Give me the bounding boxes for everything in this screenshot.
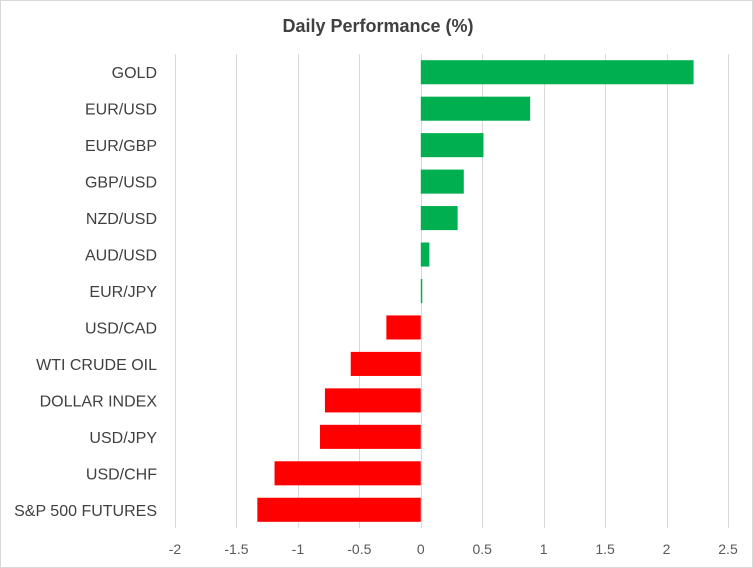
chart-title: Daily Performance (%) — [282, 16, 473, 36]
x-tick-label: 1.5 — [595, 541, 615, 557]
x-tick-label: -1.5 — [224, 541, 248, 557]
bar-gold — [420, 60, 694, 85]
category-label: NZD/USD — [86, 211, 157, 228]
value-axis: -2 -1.5 -1 -0.5 0 0.5 1 1.5 2 2.5 — [169, 541, 738, 557]
x-tick-label: 1 — [540, 541, 548, 557]
category-label: EUR/JPY — [89, 284, 157, 301]
bar-usd-chf — [274, 461, 421, 486]
category-label: GOLD — [112, 65, 157, 82]
x-tick-label: 0.5 — [472, 541, 492, 557]
bar-aud-usd — [420, 242, 430, 267]
category-label: USD/JPY — [89, 430, 157, 447]
bar-nzd-usd — [420, 206, 458, 231]
category-label: USD/CHF — [86, 466, 157, 483]
category-label: EUR/USD — [85, 102, 157, 119]
bar-eur-gbp — [420, 133, 484, 158]
x-tick-label: 2 — [663, 541, 671, 557]
category-label: S&P 500 FUTURES — [14, 503, 157, 520]
category-label: DOLLAR INDEX — [40, 393, 158, 410]
grid-layer — [175, 54, 729, 528]
bar-s-p-500-futures — [257, 497, 421, 522]
x-tick-label: -0.5 — [347, 541, 371, 557]
category-label: AUD/USD — [85, 248, 157, 265]
category-label: WTI CRUDE OIL — [36, 357, 157, 374]
x-tick-label: -2 — [169, 541, 182, 557]
bar-eur-usd — [420, 96, 531, 121]
bar-dollar-index — [324, 388, 421, 413]
bar-wti-crude-oil — [350, 351, 421, 376]
bar-usd-jpy — [320, 424, 421, 449]
x-tick-label: 0 — [417, 541, 425, 557]
x-tick-label: 2.5 — [718, 541, 738, 557]
bar-layer — [257, 60, 694, 522]
category-label: USD/CAD — [85, 320, 157, 337]
category-label: EUR/GBP — [85, 138, 157, 155]
bar-usd-cad — [386, 315, 421, 340]
x-tick-label: -1 — [292, 541, 305, 557]
bar-gbp-usd — [420, 169, 464, 194]
category-axis: GOLD EUR/USD EUR/GBP GBP/USD NZD/USD AUD/USD E… — [14, 65, 157, 520]
category-label: GBP/USD — [85, 175, 157, 192]
bar-eur-jpy — [420, 278, 423, 304]
